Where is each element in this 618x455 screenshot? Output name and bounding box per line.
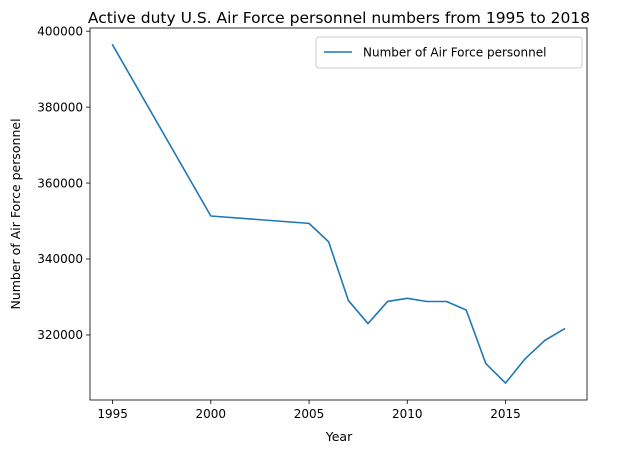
series-group [111, 43, 566, 384]
chart-title: Active duty U.S. Air Force personnel num… [88, 9, 590, 27]
y-axis-label: Number of Air Force personnel [8, 118, 23, 309]
x-axis-label: Year [325, 429, 353, 444]
x-axis: 1995 2000 2005 2010 2015 [97, 400, 521, 421]
legend-label: Number of Air Force personnel [363, 46, 546, 60]
y-tick-label: 340000 [37, 252, 83, 266]
x-tick-label: 2000 [196, 407, 227, 421]
plot-area [89, 27, 588, 401]
y-tick-label: 400000 [37, 24, 83, 38]
y-axis: 320000 340000 360000 380000 400000 [37, 24, 90, 342]
x-tick-label: 2005 [294, 407, 325, 421]
series-line [111, 43, 566, 384]
axes-frame [89, 27, 588, 401]
x-tick-label: 2010 [392, 407, 423, 421]
x-tick-label: 2015 [490, 407, 521, 421]
legend: Number of Air Force personnel [315, 36, 583, 69]
y-tick-label: 360000 [37, 176, 83, 190]
x-tick-label: 1995 [97, 407, 128, 421]
y-tick-label: 380000 [37, 100, 83, 114]
legend-box [315, 36, 583, 69]
y-tick-label: 320000 [37, 328, 83, 342]
